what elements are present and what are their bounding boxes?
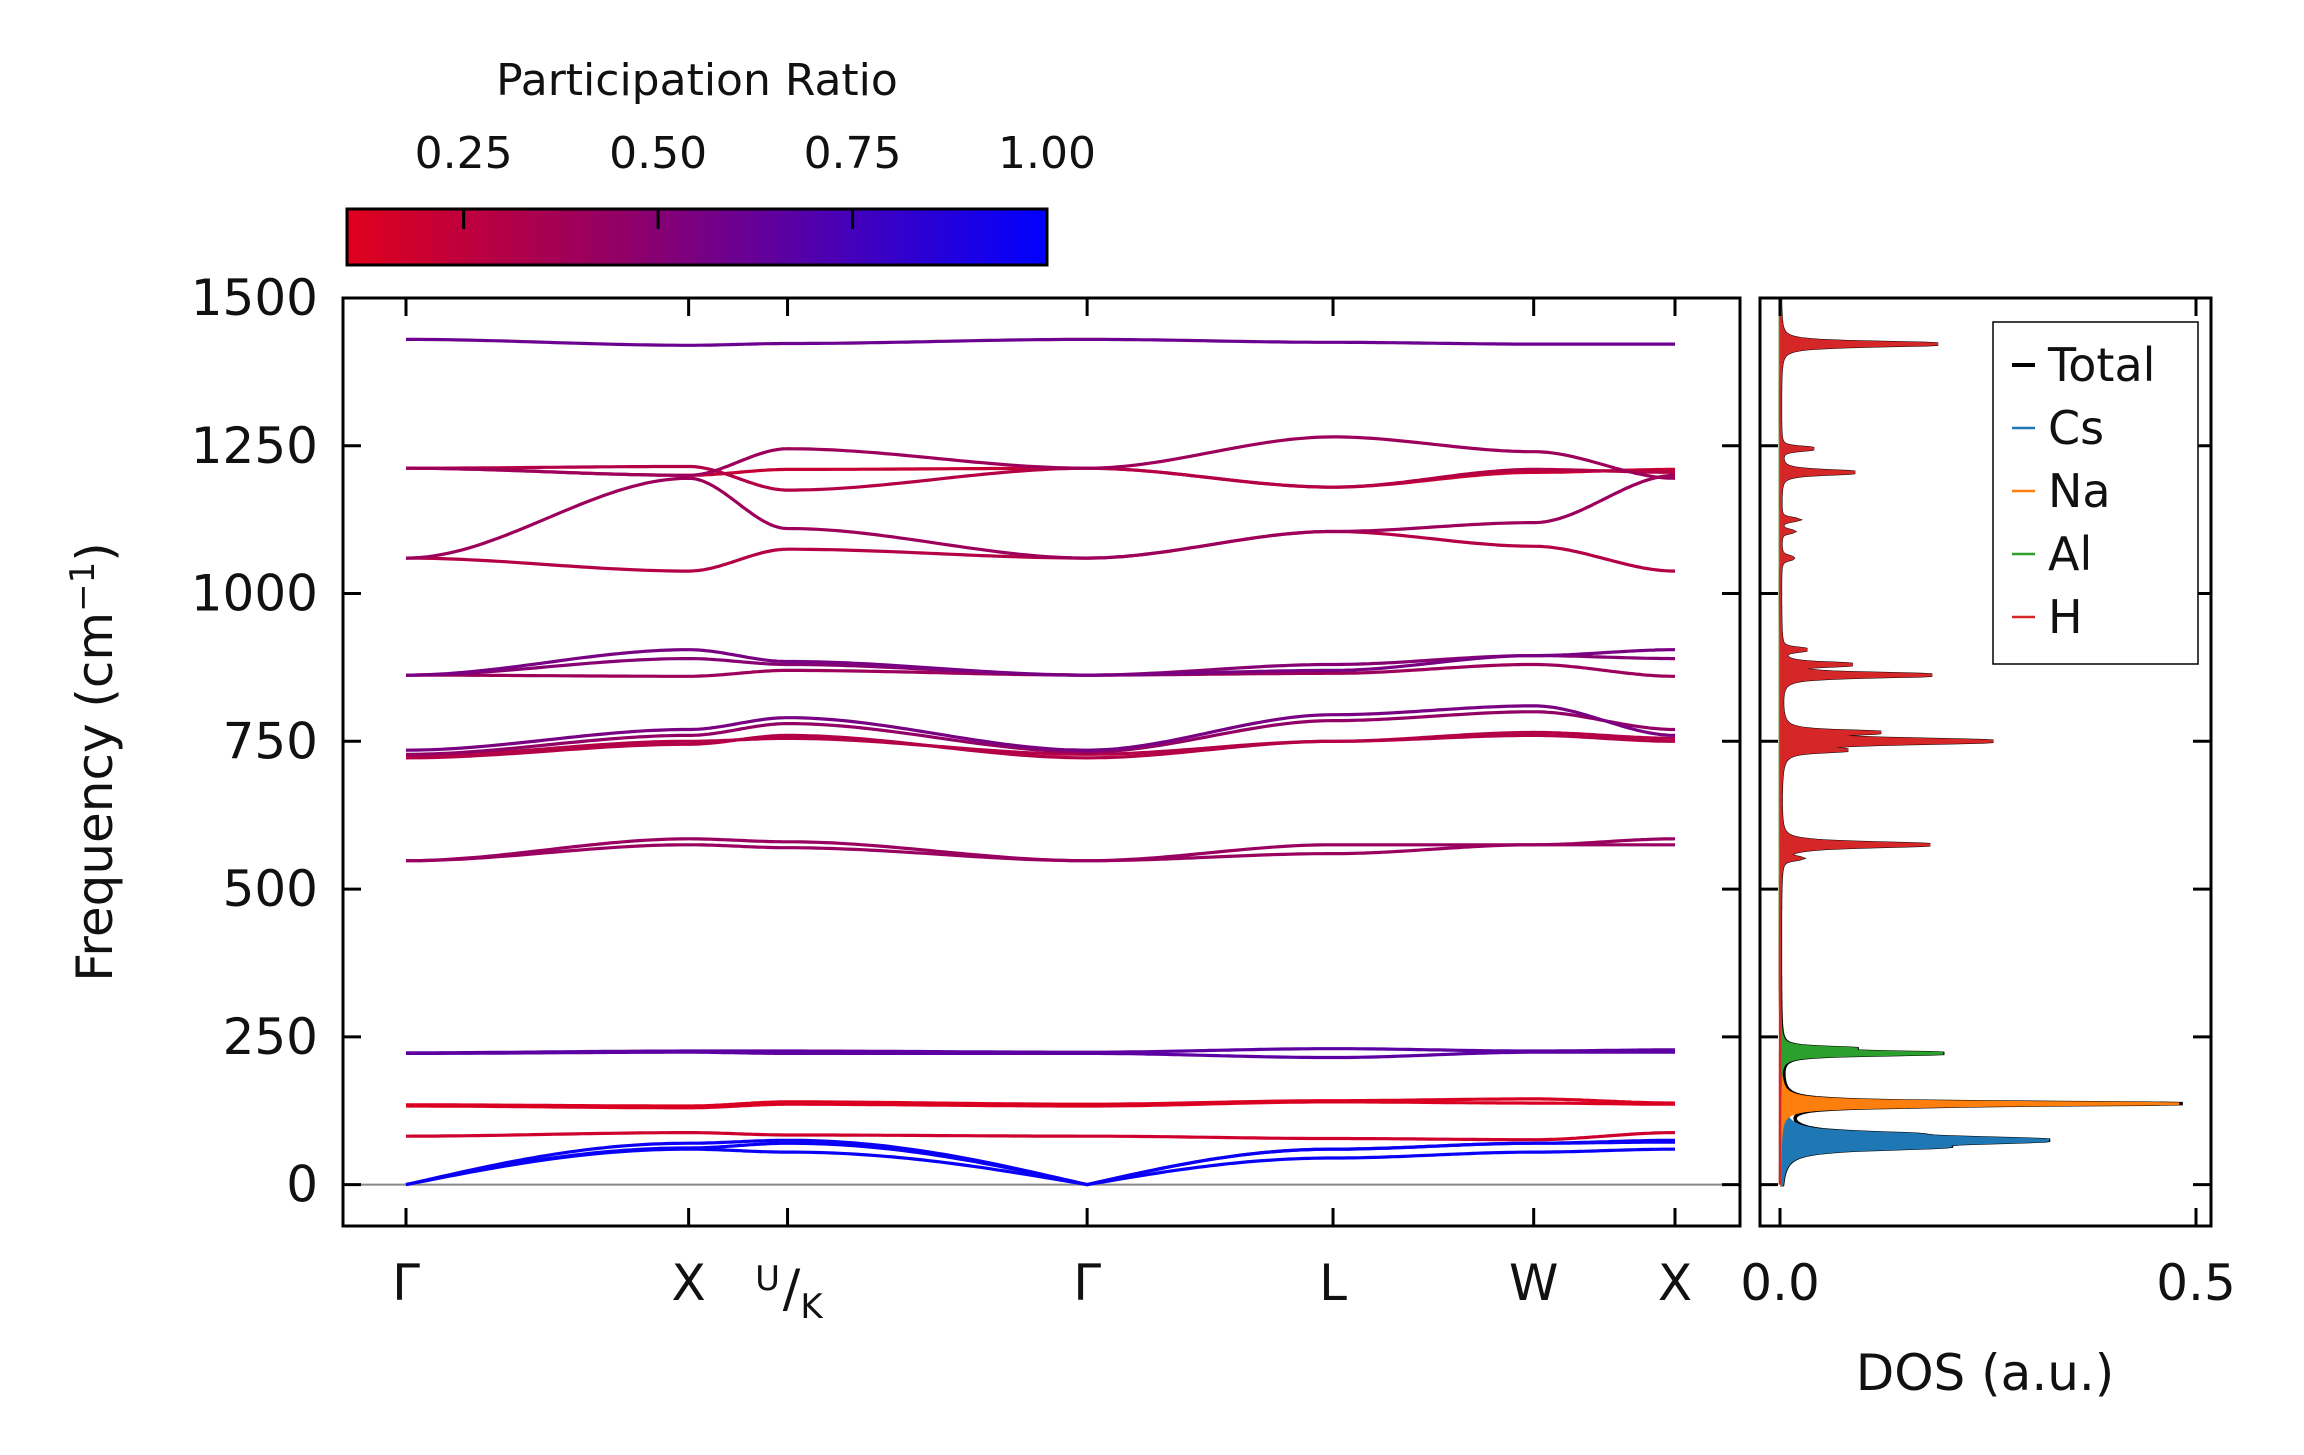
kpoint-label: W [1509, 1254, 1558, 1312]
dos-axes-frame [1758, 296, 2213, 1228]
band-y-ticks: 0 250 500 750 1000 1250 1500 [191, 269, 1740, 1214]
band-H-548-2 [406, 837, 1676, 863]
kpoint-label-u: U [755, 1259, 780, 1299]
dos-curves [1778, 298, 2183, 1187]
legend-label-h: H [2048, 590, 2083, 644]
band-H-725-2 [406, 730, 1676, 758]
dos-h-line [1778, 298, 1994, 1185]
legend-label-total: Total [2047, 338, 2155, 392]
band-Na-opt-2 [406, 1097, 1676, 1108]
dos-x-tick-label: 0.5 [2156, 1254, 2236, 1312]
colorbar-tick-label: 1.00 [998, 128, 1096, 179]
colorbar: Participation Ratio 0.25 0.50 0.75 1.00 [345, 55, 1096, 267]
kpoint-label: X [671, 1254, 705, 1312]
y-axis-title-exponent: −1 [63, 562, 103, 612]
dos-x-axis-title: DOS (a.u.) [1856, 1344, 2115, 1402]
band-H-862-3 [406, 648, 1675, 677]
kpoint-label-k: K [800, 1287, 824, 1327]
dos-x-ticks: 0.0 0.5 [1740, 298, 2236, 1312]
kpoint-label: Γ [1073, 1254, 1101, 1312]
kpoint-label: L [1319, 1254, 1347, 1312]
legend-label-al: Al [2048, 527, 2092, 581]
band-axes-frame [341, 296, 1742, 1228]
colorbar-tick-label: 0.25 [415, 128, 513, 179]
kpoint-label: X [1658, 1254, 1692, 1312]
band-H-1060-1 [406, 529, 1676, 573]
colorbar-gradient [345, 207, 1049, 267]
colorbar-tick-label: 0.75 [804, 128, 902, 179]
band-Na-opt-1 [406, 1100, 1675, 1110]
y-tick-label: 1250 [191, 417, 318, 475]
band-H-725-1 [405, 733, 1675, 760]
dos-legend-box [1992, 321, 2199, 665]
band-H-1060-2 [405, 473, 1676, 560]
band-x-ticks: Γ X U / K Γ L W X [392, 298, 1692, 1327]
band-Cs-opt-1 [405, 1131, 1675, 1142]
band-H-1212-3 [406, 435, 1676, 480]
kpoint-label: Γ [392, 1254, 420, 1312]
colorbar-title: Participation Ratio [496, 55, 898, 106]
phonon-bands [405, 337, 1676, 1187]
dos-legend: Total Cs Na Al H [1992, 321, 2199, 665]
band-Al-2 [406, 1047, 1675, 1055]
dos-h-fill-fill [1780, 298, 1994, 1185]
y-tick-label: 0 [286, 1156, 318, 1214]
y-tick-label: 250 [223, 1008, 318, 1066]
y-tick-label: 750 [223, 712, 318, 770]
y-tick-label: 500 [223, 860, 318, 918]
kpoint-label-uk: U / K [755, 1259, 824, 1327]
colorbar-ticks: 0.25 0.50 0.75 1.00 [415, 128, 1096, 229]
band-acoustic-1 [405, 1147, 1675, 1187]
dos-panel: 0.0 0.5 DOS (a.u.) Total Cs Na Al H [1740, 296, 2236, 1402]
y-tick-label: 1000 [191, 565, 318, 623]
legend-label-cs: Cs [2048, 401, 2104, 455]
band-H-725-4 [405, 704, 1676, 752]
band-H-725-3 [406, 710, 1675, 756]
dos-x-tick-label: 0.0 [1740, 1254, 1820, 1312]
y-axis-title: Frequency (cm−1) [63, 542, 124, 982]
band-H-1430 [406, 337, 1675, 347]
kpoint-label-slash: / [783, 1259, 801, 1319]
band-acoustic-3 [405, 1138, 1675, 1187]
y-axis-title-text: Frequency (cm [66, 612, 124, 982]
band-H-1212-2 [406, 464, 1675, 492]
colorbar-tick-label: 0.50 [609, 128, 707, 179]
legend-label-na: Na [2048, 464, 2111, 518]
y-tick-label: 1500 [191, 269, 318, 327]
y-axis-title-close: ) [66, 542, 124, 562]
band-structure-panel: 0 250 500 750 1000 1250 1500 Γ X U / K Γ L W X Frequen… [63, 269, 1742, 1327]
